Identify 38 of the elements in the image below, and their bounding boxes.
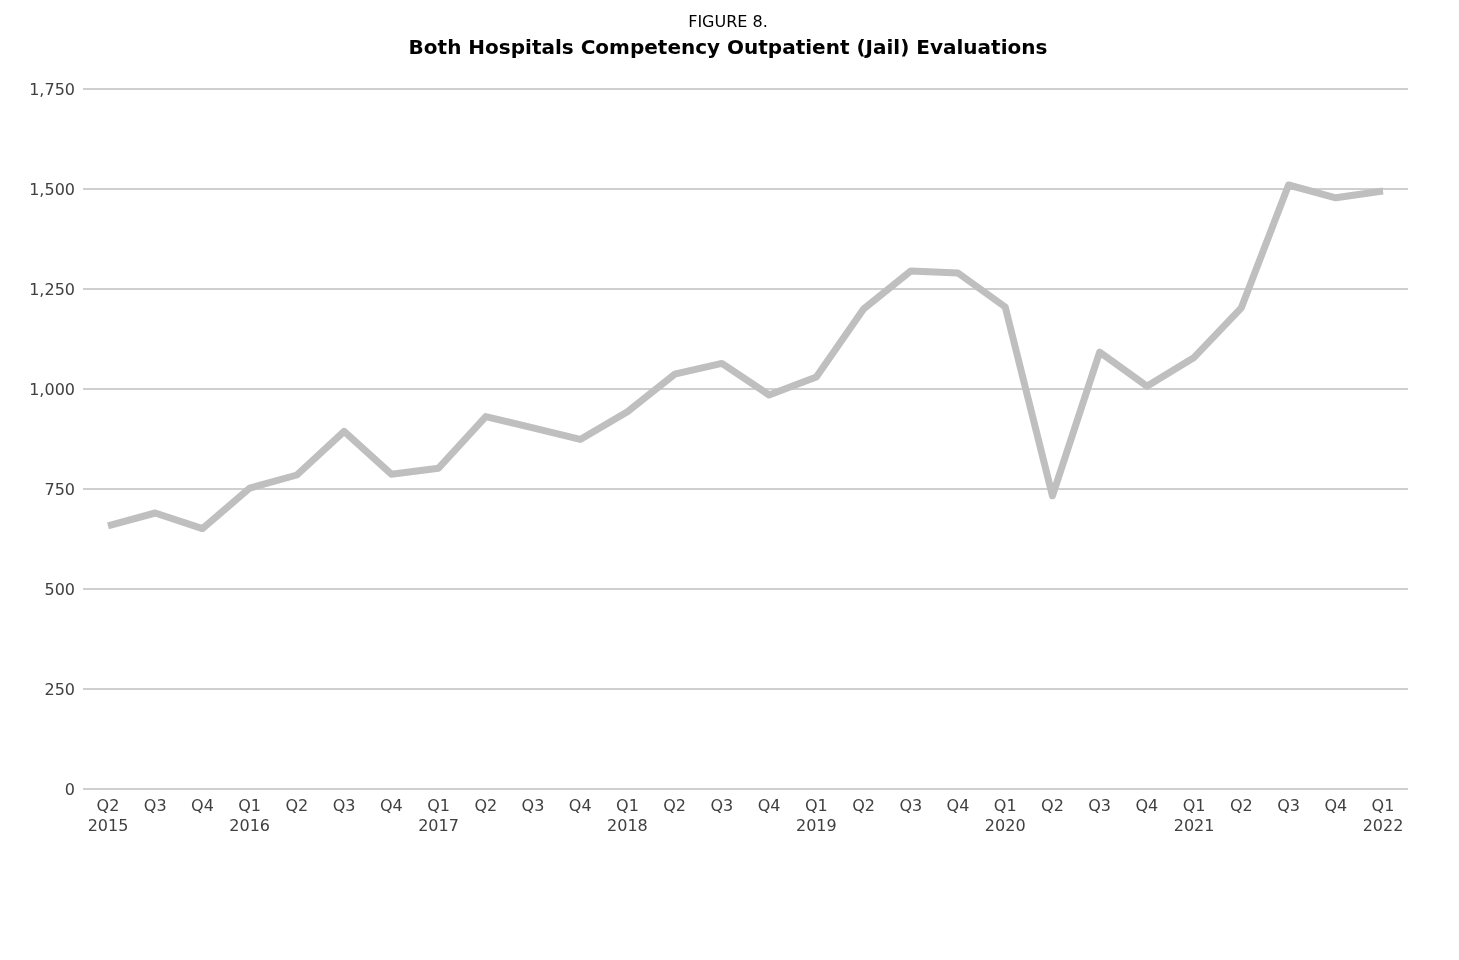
x-tick-label: Q3	[1088, 796, 1112, 815]
x-tick-label: Q3	[899, 796, 923, 815]
x-tick-label: Q2	[663, 796, 687, 815]
chart-title: FIGURE 8.	[687, 11, 769, 31]
x-tick-label: Q3	[332, 796, 356, 815]
chart-subtitle: Both Hospitals Competency Outpatient (Jail) Evaluations	[407, 35, 1049, 59]
y-tick-label: 1,500	[29, 179, 75, 199]
x-tick-label: Q1 2016	[229, 796, 271, 835]
x-tick-label: Q1 2020	[984, 796, 1026, 835]
y-tick-label: 1,000	[29, 379, 75, 399]
x-tick-label: Q4	[379, 796, 403, 815]
x-tick-label: Q2	[852, 796, 875, 815]
x-tick-label: Q3	[710, 796, 734, 815]
x-tick-label: Q4	[757, 796, 781, 815]
y-tick-label: 500	[44, 579, 75, 599]
x-tick-label: Q4	[568, 796, 592, 815]
y-tick-label: 1,250	[29, 279, 75, 299]
x-tick-label: Q1 2021	[1173, 796, 1215, 835]
x-tick-label: Q2	[1229, 796, 1253, 815]
x-tick-label: Q1 2019	[795, 796, 837, 835]
x-tick-label: Q4	[1135, 796, 1159, 815]
x-tick-label: Q1 2022	[1362, 796, 1404, 835]
y-tick-label: 750	[44, 479, 75, 499]
x-tick-label: Q2	[285, 796, 309, 815]
y-tick-label: 1,750	[29, 79, 75, 99]
x-tick-label: Q3	[1277, 796, 1300, 815]
x-tick-label: Q3	[143, 796, 167, 815]
x-tick-label: Q1 2018	[607, 796, 648, 835]
y-tick-label: 0	[64, 779, 75, 799]
x-tick-label: Q3	[521, 796, 545, 815]
y-tick-label: 250	[44, 679, 75, 699]
x-tick-label: Q4	[191, 796, 214, 815]
x-tick-label: Q4	[946, 796, 970, 815]
x-tick-label: Q2	[474, 796, 498, 815]
x-tick-label: Q1 2017	[418, 796, 459, 835]
x-tick-label: Q2 2015	[87, 796, 129, 835]
x-tick-label: Q2	[1041, 796, 1064, 815]
x-tick-label: Q4	[1324, 796, 1348, 815]
